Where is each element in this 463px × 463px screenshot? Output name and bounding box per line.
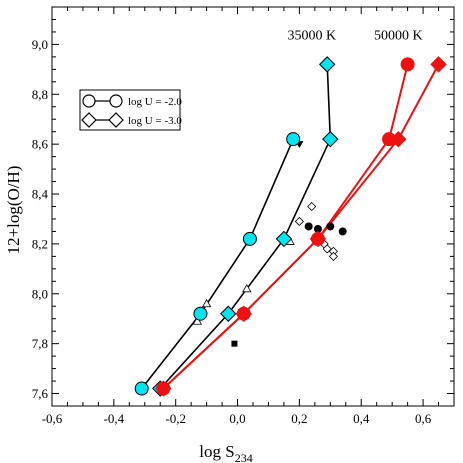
series-point xyxy=(134,381,149,396)
series-point xyxy=(155,380,172,397)
observation-point xyxy=(231,340,238,347)
series-point xyxy=(220,305,237,322)
annotations: 35000 K 50000 K xyxy=(287,28,422,43)
y-tick-label: 8,6 xyxy=(32,137,49,152)
y-tick-label: 8,2 xyxy=(32,236,48,251)
observation-point xyxy=(322,244,332,254)
y-tick-label: 7,8 xyxy=(32,336,48,351)
x-axis-label-subscript: 234 xyxy=(235,451,253,463)
x-tick-label: 0,6 xyxy=(415,411,432,426)
legend-marker xyxy=(108,112,124,128)
observation-points xyxy=(192,141,347,347)
series-markers xyxy=(134,56,447,397)
legend-marker xyxy=(81,112,97,128)
series-point xyxy=(400,57,415,72)
temperature-annotation: 35000 K xyxy=(287,28,336,43)
y-tick-label: 7,6 xyxy=(32,386,49,401)
series-point xyxy=(193,306,208,321)
observation-point xyxy=(242,283,252,293)
y-tick-label: 8,4 xyxy=(32,187,49,202)
x-tick-label: -0,6 xyxy=(42,411,63,426)
y-axis-label: 12+log(O/H) xyxy=(4,166,23,255)
x-tick-label: -0,4 xyxy=(104,411,125,426)
observation-point xyxy=(201,298,212,308)
temperature-annotation: 50000 K xyxy=(374,28,423,43)
plot-frame xyxy=(51,6,455,407)
series-point xyxy=(309,230,327,248)
series-point xyxy=(275,230,293,248)
legend: log U = -2.0 log U = -3.0 xyxy=(79,89,182,131)
observation-point xyxy=(328,251,338,261)
series-point xyxy=(286,132,301,147)
observation-point xyxy=(338,227,347,236)
legend-marker xyxy=(82,94,96,108)
x-tick-label: 0,4 xyxy=(353,411,370,426)
y-tick-label: 9,0 xyxy=(32,37,48,52)
x-axis-label-main: log S xyxy=(199,442,234,461)
legend-label: log U = -2.0 xyxy=(128,96,182,108)
x-tick-label: 0,2 xyxy=(291,411,307,426)
series-lines xyxy=(141,63,440,390)
observation-point xyxy=(307,201,317,212)
series-line xyxy=(141,138,294,390)
series-point xyxy=(319,56,336,73)
axis-ticks: -0,6 -0,4 -0,2 0,0 0,2 0,4 0,6 7,6 7,8 8,0 8,2 8,4 8… xyxy=(32,6,455,426)
series-line xyxy=(162,64,409,390)
series-point xyxy=(242,231,257,246)
y-tick-label: 8,0 xyxy=(32,286,48,301)
observation-point xyxy=(294,216,304,227)
legend-label: log U = -3.0 xyxy=(128,115,182,127)
legend-marker xyxy=(109,94,123,108)
observation-point xyxy=(192,316,203,325)
x-tick-label: 0,0 xyxy=(229,411,245,426)
x-axis-label: log S234 xyxy=(199,442,252,463)
series-point xyxy=(235,305,252,322)
series-point xyxy=(430,56,447,73)
plot-border xyxy=(51,6,455,407)
x-tick-label: -0,2 xyxy=(165,411,186,426)
observation-point xyxy=(304,222,313,231)
observation-point xyxy=(313,224,322,233)
legend-box xyxy=(79,89,181,131)
series-point xyxy=(390,130,407,148)
observation-point xyxy=(326,222,335,231)
y-tick-label: 8,8 xyxy=(32,87,48,102)
series-point xyxy=(322,130,339,148)
